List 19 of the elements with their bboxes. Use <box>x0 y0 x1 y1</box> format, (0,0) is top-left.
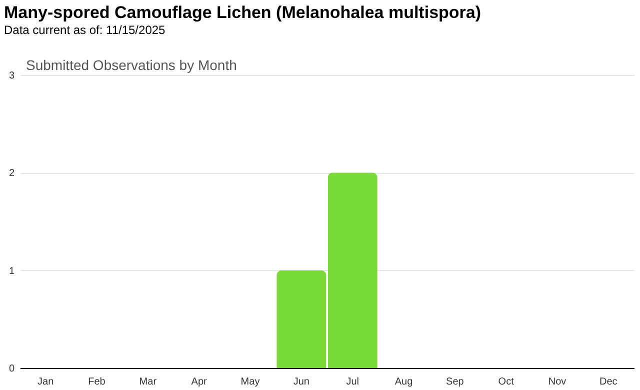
y-tick-label: 3 <box>8 70 15 82</box>
x-tick-label: Oct <box>498 376 514 388</box>
y-tick-label: 1 <box>8 266 15 277</box>
chart-subtitle: Data current as of: 11/15/2025 <box>4 23 166 37</box>
x-tick-label: Dec <box>600 376 618 388</box>
x-tick-label: Aug <box>394 376 413 388</box>
x-tick-label: Jun <box>293 376 310 388</box>
x-tick-label: Apr <box>191 376 208 388</box>
x-tick-label: May <box>240 376 260 388</box>
x-tick-label: Sep <box>446 376 464 388</box>
x-tick-label: Nov <box>548 376 566 388</box>
x-tick-label: Jan <box>38 376 54 388</box>
x-tick-label: Feb <box>88 376 106 388</box>
text: Submitted Observations by Month <box>26 57 237 73</box>
chart-title: Many-spored Camouflage Lichen (Melanohalea multispora) <box>4 3 482 22</box>
x-tick-label: Mar <box>139 376 158 388</box>
y-tick-label: 2 <box>8 168 15 180</box>
y-tick-label: 0 <box>8 364 15 374</box>
x-tick-label: Jul <box>346 376 359 388</box>
